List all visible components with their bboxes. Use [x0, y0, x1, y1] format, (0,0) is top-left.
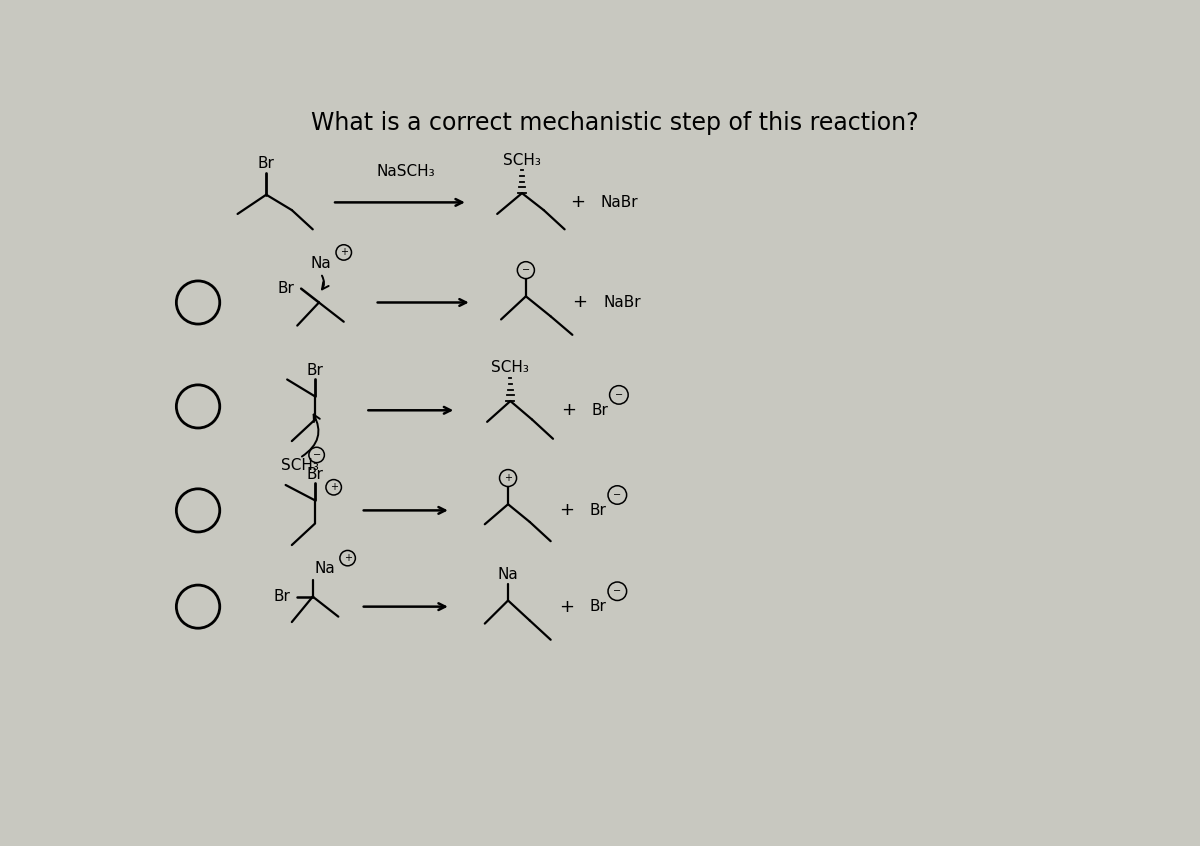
Text: NaBr: NaBr	[600, 195, 637, 210]
Text: Na: Na	[310, 256, 331, 272]
Text: +: +	[572, 294, 588, 311]
Text: Br: Br	[274, 589, 290, 604]
Text: Br: Br	[592, 403, 608, 418]
Text: SCH₃: SCH₃	[503, 152, 541, 168]
FancyArrowPatch shape	[302, 415, 319, 457]
Text: Br: Br	[277, 281, 294, 296]
Text: Br: Br	[589, 503, 606, 518]
Text: −: −	[614, 390, 623, 400]
Text: Br: Br	[258, 157, 275, 172]
Text: SCH₃: SCH₃	[281, 459, 318, 473]
Text: −: −	[312, 450, 320, 460]
Text: +: +	[343, 553, 352, 563]
Text: +: +	[504, 473, 512, 483]
Text: Br: Br	[589, 599, 606, 614]
Text: What is a correct mechanistic step of this reaction?: What is a correct mechanistic step of th…	[311, 111, 919, 135]
Text: +: +	[559, 597, 575, 616]
Text: Na: Na	[498, 567, 518, 582]
Text: Br: Br	[307, 467, 324, 481]
Text: −: −	[613, 586, 622, 596]
Text: NaBr: NaBr	[604, 295, 642, 310]
Text: +: +	[562, 401, 576, 420]
FancyArrowPatch shape	[322, 276, 329, 289]
Text: +: +	[340, 247, 348, 257]
Text: NaSCH₃: NaSCH₃	[377, 164, 436, 179]
Text: SCH₃: SCH₃	[492, 360, 529, 376]
Text: −: −	[522, 265, 530, 275]
Text: Br: Br	[307, 363, 324, 378]
Text: −: −	[613, 490, 622, 500]
Text: +: +	[570, 194, 586, 212]
Text: +: +	[559, 502, 575, 519]
Text: +: +	[330, 482, 337, 492]
Text: Na: Na	[314, 561, 335, 575]
